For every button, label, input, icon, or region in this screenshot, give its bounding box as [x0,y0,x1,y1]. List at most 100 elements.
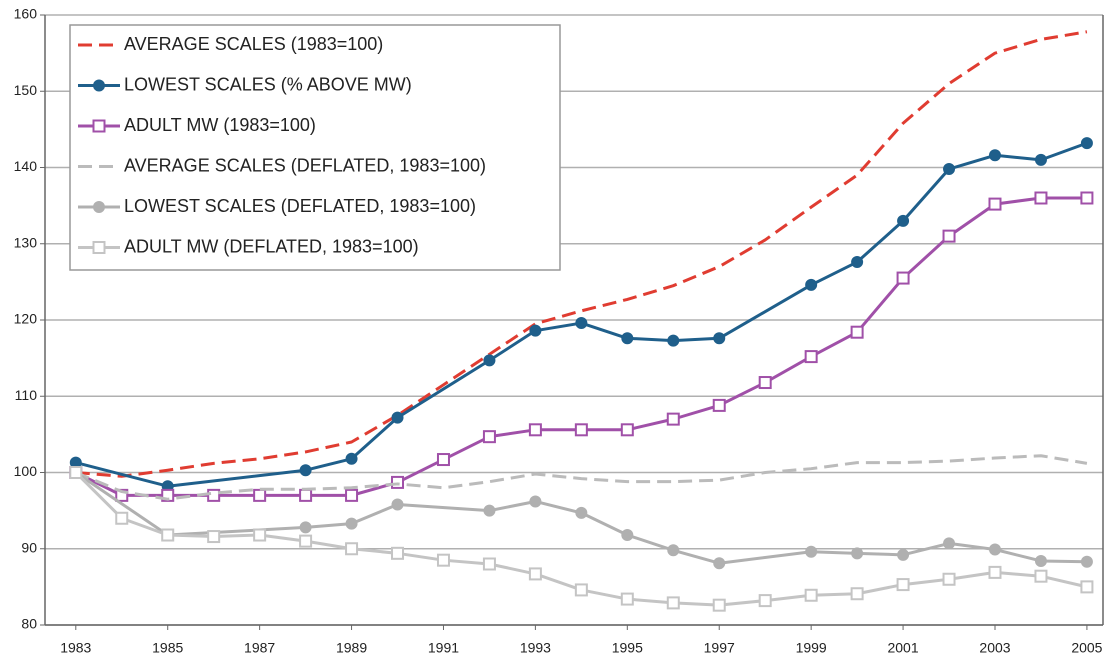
marker [851,547,864,560]
marker [575,317,588,330]
x-tick-label: 1983 [60,640,91,656]
marker [1034,569,1048,583]
marker [896,578,910,592]
legend-label: AVERAGE SCALES (1983=100) [124,34,383,54]
marker [69,466,83,479]
x-tick-label: 1993 [520,640,551,656]
marker [667,334,680,347]
y-tick-label: 150 [14,82,38,98]
marker [988,149,1001,162]
legend-label: AVERAGE SCALES (DEFLATED, 1983=100) [124,155,486,175]
marker [805,278,818,291]
y-tick-label: 130 [14,234,38,250]
marker [528,567,542,581]
marker [621,529,634,542]
y-tick-label: 110 [15,387,38,403]
marker [345,452,358,465]
marker [253,528,267,542]
marker [482,557,496,571]
marker [850,325,864,339]
marker [391,498,404,511]
marker [666,596,680,610]
x-tick-label: 1989 [336,640,367,656]
x-tick-label: 1999 [796,640,827,656]
marker [1034,153,1047,166]
x-tick-label: 1997 [704,640,735,656]
marker [897,548,910,561]
marker [804,350,818,364]
marker [391,475,405,489]
marker [805,545,818,558]
marker [666,412,680,426]
marker [713,557,726,570]
marker [299,488,313,502]
marker [1080,580,1094,594]
marker [621,332,634,345]
marker [299,464,312,477]
x-tick-label: 2003 [979,640,1010,656]
marker [712,398,726,412]
marker [391,546,405,560]
x-tick-label: 2001 [887,640,918,656]
marker [1034,191,1048,205]
legend-marker [92,241,106,254]
series-line [75,30,1088,478]
legend-marker [92,119,106,133]
marker [529,495,542,508]
marker [620,423,634,437]
marker [850,587,864,601]
legend-box [69,24,561,271]
marker [1080,137,1093,150]
series-line [74,471,1087,565]
legend-label: LOWEST SCALES (% ABOVE MW) [124,74,412,94]
marker [115,511,129,525]
y-tick-label: 100 [14,463,38,479]
marker [436,553,450,567]
marker [391,411,404,424]
marker [345,488,359,502]
x-tick-label: 1987 [244,640,275,656]
legend-label: ADULT MW (DEFLATED, 1983=100) [124,236,419,256]
legend-label: ADULT MW (1983=100) [124,115,316,135]
marker [804,588,818,602]
marker [483,504,496,517]
marker [943,163,956,176]
marker [1080,191,1094,205]
legend-label: LOWEST SCALES (DEFLATED, 1983=100) [124,196,476,216]
marker [712,598,726,612]
marker [483,354,496,367]
marker [897,214,910,227]
marker [207,530,221,544]
marker [529,324,542,337]
marker [528,423,542,437]
marker [575,506,588,519]
marker [988,543,1001,556]
x-tick-label: 1991 [428,640,459,656]
marker [161,528,175,542]
y-tick-label: 90 [21,539,37,555]
marker [988,197,1002,211]
marker [620,592,634,606]
marker [667,544,680,557]
y-tick-label: 140 [14,158,38,174]
marker [253,488,267,502]
marker [988,565,1002,579]
series-line [75,141,1088,488]
marker [943,537,956,550]
y-tick-label: 160 [14,6,38,22]
marker [1080,555,1093,568]
marker [896,271,910,285]
y-tick-label: 120 [14,311,38,327]
marker [758,594,772,608]
marker [299,521,312,534]
marker [574,583,588,597]
marker [345,542,359,556]
marker [942,229,956,243]
x-tick-label: 1995 [612,640,643,656]
marker [574,423,588,437]
marker [942,572,956,586]
marker [115,488,129,502]
marker [1034,554,1047,567]
x-tick-label: 1985 [152,640,183,656]
